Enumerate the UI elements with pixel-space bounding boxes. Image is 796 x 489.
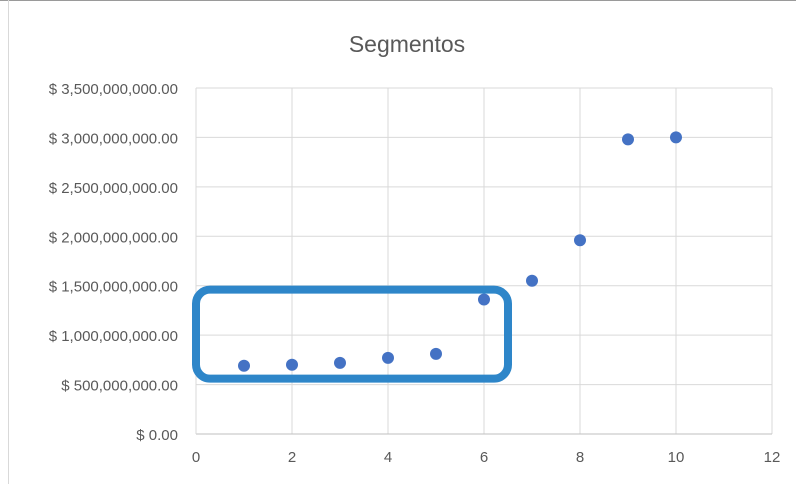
x-axis-tick-labels: 0 2 4 6 8 10 12 (192, 449, 781, 466)
data-points (238, 131, 682, 372)
y-tick-label: $ 3,000,000,000.00 (49, 130, 178, 147)
data-point (622, 133, 634, 146)
highlight-layer (192, 285, 512, 383)
x-tick-label: 4 (384, 449, 392, 466)
y-tick-label: $ 1,000,000,000.00 (49, 328, 178, 345)
x-tick-label: 2 (288, 449, 296, 466)
data-point (670, 131, 682, 144)
y-tick-label: $ 2,500,000,000.00 (49, 180, 178, 197)
data-point (574, 234, 586, 247)
highlight-box (192, 285, 512, 383)
data-point (526, 274, 538, 287)
y-tick-label: $ 2,000,000,000.00 (49, 229, 178, 246)
x-tick-label: 8 (576, 449, 584, 466)
top-border (0, 0, 796, 1)
x-tick-label: 12 (764, 449, 781, 466)
x-tick-label: 6 (480, 449, 488, 466)
axes (195, 88, 772, 435)
x-tick-label: 0 (192, 449, 200, 466)
data-point (286, 358, 298, 371)
x-tick-label: 10 (668, 449, 685, 466)
data-point (382, 351, 394, 364)
y-tick-label: $ 0.00 (136, 427, 178, 444)
chart-title: Segmentos (349, 31, 465, 57)
y-tick-label: $ 500,000,000.00 (61, 378, 178, 395)
data-point (430, 347, 442, 360)
y-tick-label: $ 3,500,000,000.00 (49, 81, 178, 98)
y-axis-tick-labels: $ 0.00 $ 500,000,000.00 $ 1,000,000,000.00… (49, 81, 178, 444)
left-border (8, 0, 9, 484)
data-point (334, 356, 346, 369)
y-tick-label: $ 1,500,000,000.00 (49, 279, 178, 296)
data-point (478, 293, 490, 306)
data-point (238, 359, 250, 372)
